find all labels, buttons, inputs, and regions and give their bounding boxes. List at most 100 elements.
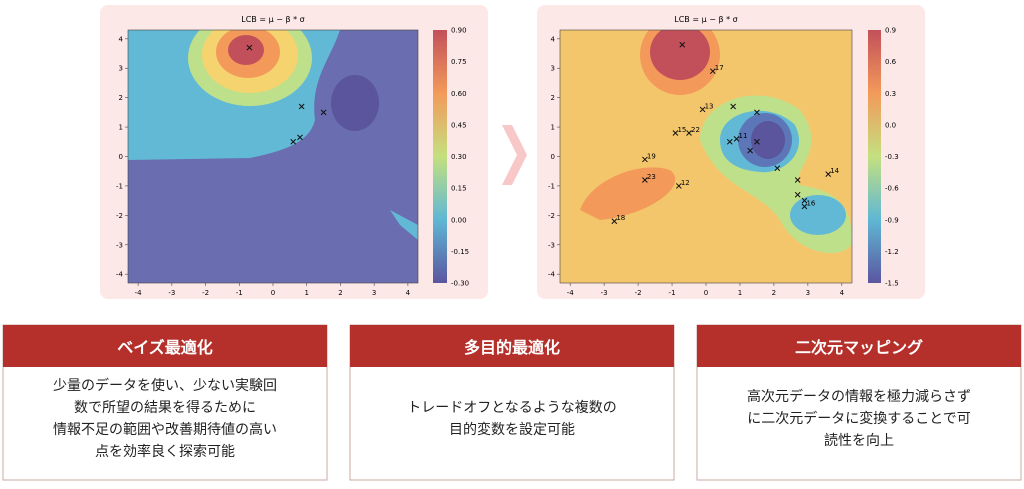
- point-label: 17: [715, 64, 724, 72]
- colorbar-label: 0.75: [451, 58, 467, 66]
- card-text: 目的変数を設定可能: [449, 421, 575, 438]
- y-tick-label: 3: [119, 65, 123, 73]
- y-tick-label: -3: [116, 241, 123, 249]
- point: [642, 156, 648, 163]
- point-label: 19: [647, 152, 656, 160]
- colorbar-label: 0.6: [885, 58, 897, 66]
- card-header: [350, 325, 674, 367]
- point: [611, 218, 618, 225]
- colorbar-label: 0.15: [451, 185, 467, 193]
- y-tick-label: -4: [548, 271, 556, 279]
- card-text: トレードオフとなるような複数の: [407, 399, 617, 416]
- colorbar-label: 0.45: [451, 121, 467, 129]
- y-tick-label: 0: [119, 153, 123, 161]
- colorbar-label: -0.3: [885, 153, 899, 161]
- y-tick-label: 1: [551, 124, 555, 132]
- colorbar-label: -0.6: [885, 185, 899, 193]
- colorbar-label: 0.00: [451, 216, 467, 224]
- y-tick-label: 2: [551, 94, 555, 102]
- colorbar-label: 0.60: [451, 90, 467, 98]
- x-tick-label: 0: [271, 289, 275, 297]
- point: [298, 103, 305, 110]
- x-tick-label: -3: [168, 289, 175, 297]
- colorbar-label: -0.15: [451, 248, 469, 256]
- point-label: 15: [677, 126, 686, 134]
- point-label: 12: [681, 179, 690, 187]
- point-label: 23: [647, 173, 656, 181]
- card-text: 数で所望の結果を得るために: [74, 399, 256, 416]
- card-header: [3, 325, 327, 367]
- point-label: 16: [806, 200, 815, 208]
- colorbar-label: 0.3: [885, 90, 896, 98]
- point: [754, 138, 760, 145]
- point: [297, 134, 303, 141]
- point: [672, 130, 679, 136]
- card-title: 二次元マッピング: [795, 338, 923, 357]
- colorbar-label: -0.30: [451, 280, 469, 288]
- x-tick-label: -4: [135, 289, 143, 297]
- colorbar-label: 0.9: [885, 27, 896, 35]
- point-label: 14: [830, 167, 839, 175]
- x-tick-label: 1: [738, 289, 742, 297]
- point-label: 18: [616, 214, 625, 222]
- card-text: 少量のデータを使い、少ない実験回: [53, 377, 277, 394]
- card-header: [697, 325, 1021, 367]
- point: [246, 44, 253, 51]
- x-tick-label: 3: [806, 289, 810, 297]
- arrow: [502, 125, 527, 185]
- point-label: 11: [739, 132, 748, 140]
- contour: [128, 30, 418, 283]
- y-tick-label: 4: [119, 35, 124, 43]
- point: [642, 177, 648, 183]
- point: [733, 135, 740, 142]
- point: [726, 138, 733, 145]
- colorbar: [433, 30, 447, 283]
- x-tick-label: 0: [704, 289, 708, 297]
- y-tick-label: -3: [548, 241, 555, 249]
- y-tick-label: -4: [116, 271, 124, 279]
- x-tick-label: 4: [406, 289, 411, 297]
- x-tick-label: -4: [567, 289, 575, 297]
- x-tick-label: 4: [840, 289, 845, 297]
- point: [794, 177, 801, 183]
- y-tick-label: 1: [119, 124, 123, 132]
- y-tick-label: 2: [119, 94, 123, 102]
- card-text: 高次元データの情報を極力減らさず: [747, 388, 971, 405]
- colorbar-label: -0.9: [885, 216, 899, 224]
- y-tick-label: -1: [548, 182, 555, 190]
- contour: [560, 30, 852, 283]
- plot-title: LCB = μ − β * σ: [241, 15, 304, 24]
- point: [290, 138, 297, 145]
- point: [794, 191, 801, 198]
- point: [747, 147, 753, 154]
- point-label: 22: [691, 126, 700, 134]
- y-tick-label: -2: [116, 212, 123, 220]
- x-tick-label: -2: [202, 289, 209, 297]
- point: [754, 109, 760, 116]
- x-tick-label: 2: [338, 289, 342, 297]
- point: [730, 103, 737, 110]
- card-text: に二次元データに変換することで可: [747, 410, 971, 427]
- point: [825, 171, 832, 178]
- point-label: 13: [705, 102, 714, 110]
- plot-title: LCB = μ − β * σ: [674, 15, 737, 24]
- y-tick-label: 0: [551, 153, 555, 161]
- point: [801, 197, 808, 204]
- point: [679, 41, 686, 48]
- y-tick-label: -2: [548, 212, 555, 220]
- colorbar-label: 0.30: [451, 153, 467, 161]
- x-tick-label: 2: [772, 289, 776, 297]
- y-tick-label: 4: [551, 35, 556, 43]
- x-tick-label: -1: [236, 289, 243, 297]
- colorbar-label: -1.5: [885, 280, 899, 288]
- card-text: 情報不足の範囲や改善期待値の高い: [53, 421, 277, 438]
- y-tick-label: 3: [551, 65, 555, 73]
- point: [686, 130, 692, 136]
- colorbar-label: 0.90: [451, 27, 467, 35]
- card-text: 読性を向上: [824, 432, 894, 449]
- x-tick-label: -2: [635, 289, 642, 297]
- colorbar-label: 0.0: [885, 121, 896, 129]
- x-tick-label: 1: [304, 289, 308, 297]
- point: [774, 165, 781, 172]
